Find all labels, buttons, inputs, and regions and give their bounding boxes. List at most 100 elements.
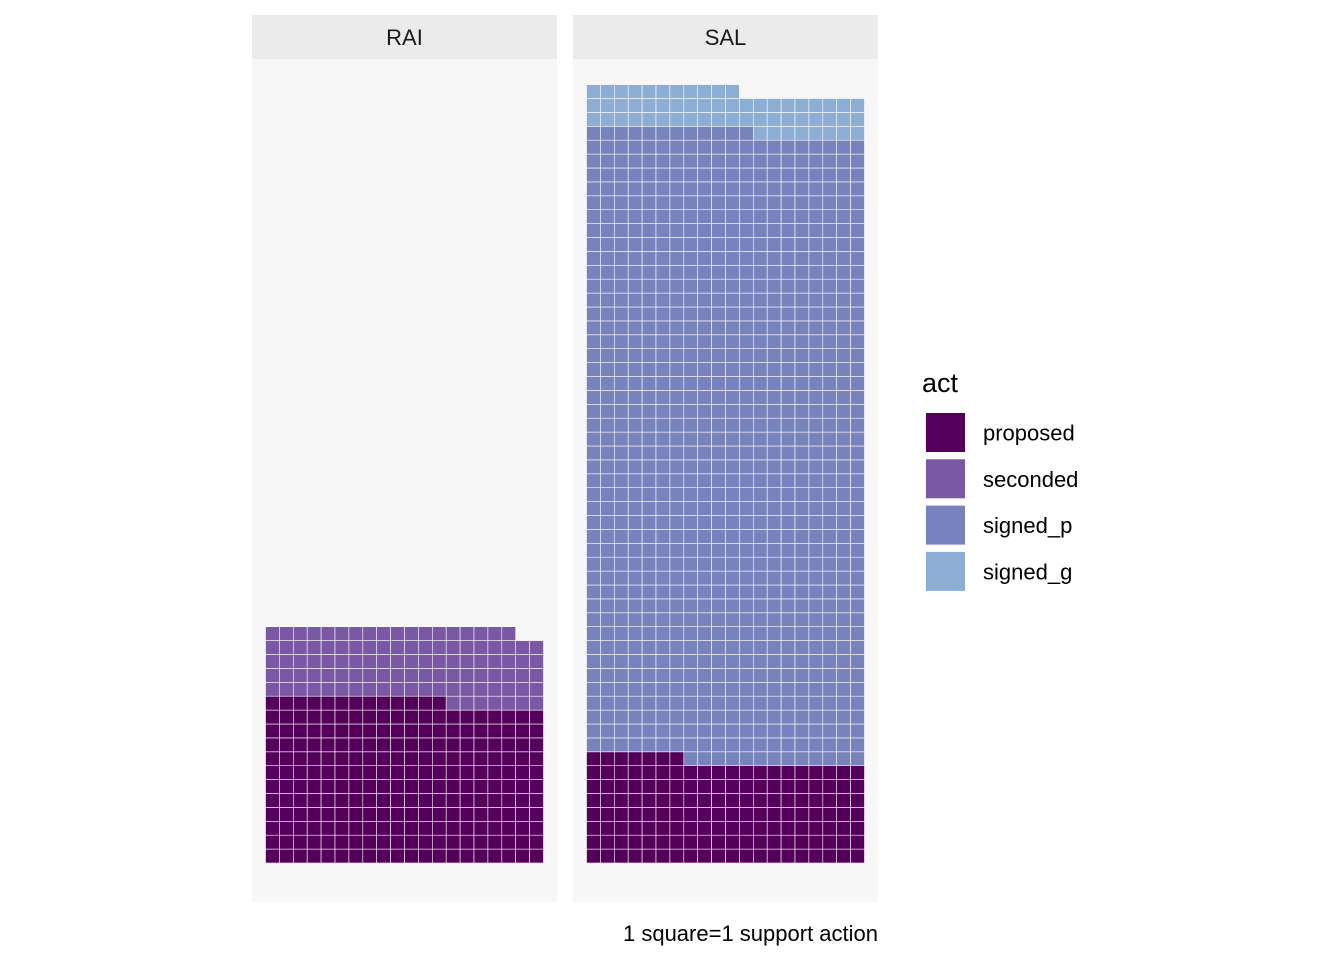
waffle-square-seconded [459,668,475,683]
waffle-square-proposed [348,709,364,725]
waffle-square-proposed [641,834,657,850]
waffle-square-proposed [431,848,447,864]
waffle-square-seconded [501,640,516,655]
waffle-square-proposed [348,820,364,836]
waffle-square-signed_p [725,334,740,349]
waffle-square-signed_p [836,654,851,669]
waffle-square-proposed [836,793,851,808]
waffle-square-signed_p [627,223,643,238]
waffle-square-seconded [279,626,294,641]
waffle-square-signed_p [613,362,629,377]
waffle-square-proposed [487,709,503,725]
waffle-square-proposed [279,765,294,780]
waffle-square-signed_g [669,84,685,99]
waffle-square-signed_g [794,126,810,141]
waffle-square-proposed [669,751,685,766]
waffle-square-proposed [431,779,447,794]
waffle-square-signed_p [766,709,782,725]
waffle-square-signed_p [725,264,740,280]
waffle-square-proposed [529,723,544,739]
waffle-square-signed_p [794,473,810,488]
waffle-square-proposed [473,723,489,739]
waffle-square-signed_p [586,570,601,586]
waffle-square-seconded [404,626,419,641]
waffle-square-proposed [808,765,824,780]
waffle-square-signed_p [766,584,782,600]
waffle-square-signed_p [600,403,615,419]
waffle-square-signed_p [836,515,851,530]
waffle-square-proposed [265,807,280,822]
legend-key-swatch [926,413,965,452]
waffle-square-signed_p [850,320,865,336]
waffle-square-signed_p [822,668,837,683]
waffle-square-proposed [850,779,865,794]
waffle-square-signed_g [669,98,685,113]
waffle-square-signed_p [627,529,643,544]
waffle-square-signed_p [752,431,768,447]
waffle-square-proposed [627,807,643,822]
waffle-square-signed_p [739,209,754,224]
waffle-square-signed_p [697,139,712,155]
waffle-square-signed_p [627,668,643,683]
waffle-square-signed_p [780,417,796,433]
waffle-square-signed_p [850,570,865,586]
waffle-square-signed_p [794,723,810,739]
waffle-square-proposed [600,751,615,766]
waffle-square-proposed [600,793,615,808]
waffle-square-proposed [766,820,782,836]
waffle-square-signed_p [850,278,865,294]
waffle-square-signed_p [766,598,782,614]
waffle-square-signed_p [739,362,754,377]
waffle-square-signed_p [808,501,824,516]
waffle-square-signed_p [655,556,671,572]
waffle-square-signed_p [766,529,782,544]
waffle-square-signed_p [850,695,865,711]
waffle-square-signed_p [627,445,643,461]
waffle-square-signed_p [586,668,601,683]
waffle-square-proposed [348,751,364,766]
waffle-square-signed_p [711,195,726,211]
waffle-square-signed_p [822,306,837,322]
waffle-square-proposed [808,793,824,808]
waffle-square-seconded [487,695,503,711]
waffle-square-signed_p [655,139,671,155]
waffle-square-signed_p [697,640,712,655]
waffle-square-signed_p [683,529,698,544]
waffle-square-proposed [459,765,475,780]
waffle-square-signed_p [766,181,782,197]
waffle-square-proposed [780,793,796,808]
waffle-square-seconded [292,626,308,641]
strip-label: SAL [705,25,747,50]
waffle-square-signed_p [683,334,698,349]
waffle-square-proposed [501,848,516,864]
waffle-square-proposed [683,765,698,780]
waffle-square-signed_p [808,584,824,600]
waffle-square-signed_p [766,473,782,488]
waffle-square-signed_p [683,209,698,224]
waffle-square-signed_p [641,390,657,405]
waffle-square-proposed [306,807,322,822]
waffle-square-signed_p [600,223,615,238]
waffle-square-proposed [697,779,712,794]
waffle-square-proposed [431,807,447,822]
waffle-square-seconded [279,654,294,669]
waffle-square-signed_p [794,695,810,711]
waffle-square-proposed [390,793,405,808]
waffle-square-signed_p [683,751,698,766]
waffle-square-signed_p [613,640,629,655]
waffle-square-signed_p [600,431,615,447]
waffle-square-signed_p [669,126,685,141]
waffle-square-seconded [473,640,489,655]
waffle-square-signed_g [641,112,657,127]
waffle-square-signed_p [836,403,851,419]
waffle-square-signed_p [739,251,754,266]
waffle-square-signed_p [850,542,865,558]
legend-label: proposed [983,421,1075,446]
waffle-square-signed_p [711,515,726,530]
waffle-square-signed_p [794,556,810,572]
waffle-square-signed_p [683,251,698,266]
waffle-square-signed_p [600,167,615,183]
waffle-square-signed_p [850,737,865,753]
waffle-square-signed_p [766,390,782,405]
waffle-square-signed_p [613,209,629,224]
